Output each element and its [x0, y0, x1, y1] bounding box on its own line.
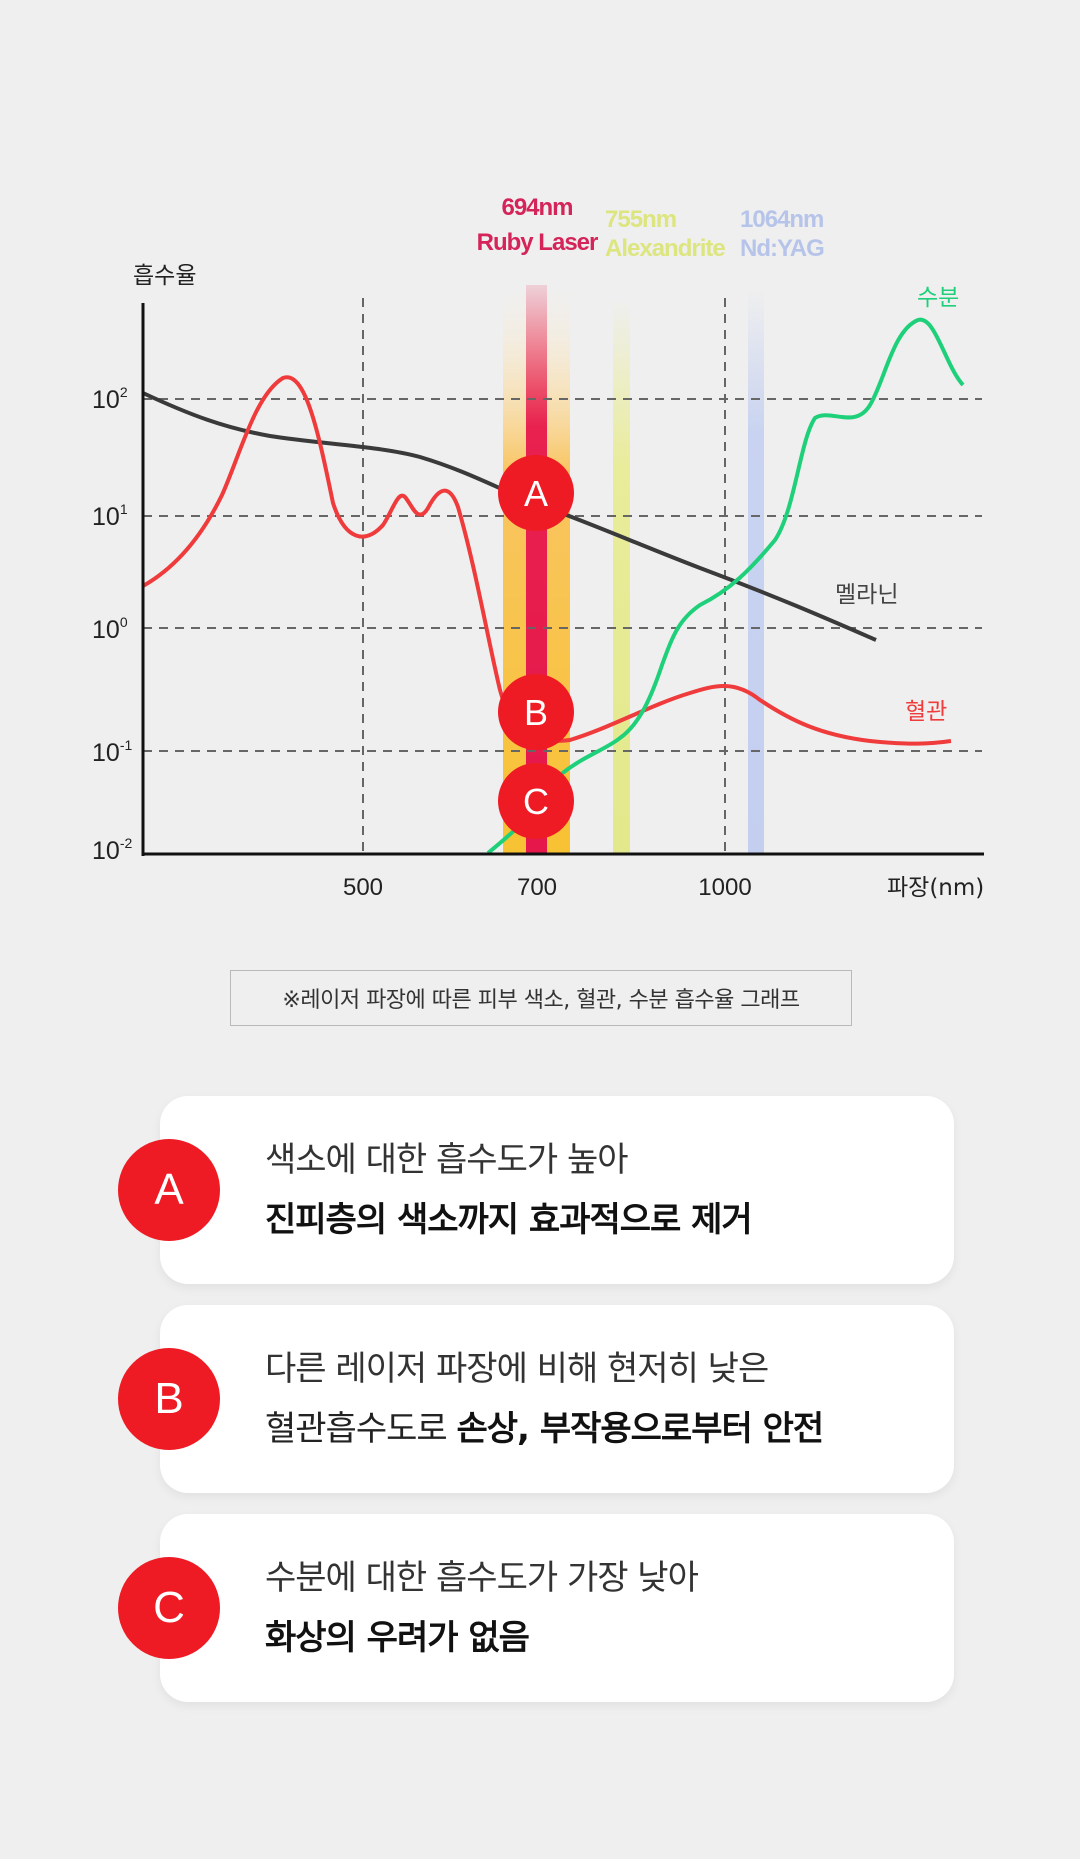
- info-card-c: 수분에 대한 흡수도가 가장 낮아 화상의 우려가 없음: [160, 1514, 954, 1702]
- series-melanin-line: [142, 391, 877, 642]
- badge-c: C: [118, 1557, 220, 1659]
- ndyag-band: [748, 290, 764, 855]
- card-a-line2-bold: 진피층의 색소까지 효과적으로 제거: [265, 1200, 753, 1240]
- info-card-b: 다른 레이저 파장에 비해 현저히 낮은 혈관흡수도로 손상, 부작용으로부터 …: [160, 1305, 954, 1493]
- absorption-chart: 흡수율 파장(nm) 102 101 100 10-1 10-2 500 700…: [92, 194, 984, 901]
- x-tick-label: 700: [517, 874, 557, 901]
- card-b-line1: 다른 레이저 파장에 비해 현저히 낮은: [265, 1349, 769, 1389]
- card-a-line2: 진피층의 색소까지 효과적으로 제거: [265, 1192, 753, 1241]
- x-axis-label: 파장(nm): [887, 875, 984, 901]
- card-c-line1: 수분에 대한 흡수도가 가장 낮아: [265, 1558, 699, 1598]
- card-a-line1: 색소에 대한 흡수도가 높아: [265, 1140, 629, 1180]
- series-blood-line: [142, 375, 952, 746]
- alexandrite-wavelength-label: 755nm: [605, 206, 676, 233]
- card-b-line2: 혈관흡수도로 손상, 부작용으로부터 안전: [265, 1401, 825, 1450]
- marker-b-label: B: [524, 692, 548, 733]
- card-c-line2-bold: 화상의 우려가 없음: [265, 1618, 530, 1658]
- badge-b: B: [118, 1348, 220, 1450]
- series-label-melanin: 멜라닌: [835, 582, 898, 608]
- chart-caption: ※레이저 파장에 따른 피부 색소, 혈관, 수분 흡수율 그래프: [230, 970, 852, 1026]
- alexandrite-band: [613, 300, 630, 855]
- y-axis-label: 흡수율: [133, 263, 196, 289]
- series-label-water: 수분: [917, 285, 959, 311]
- y-tick-label: 10-2: [92, 835, 132, 865]
- ruby-name-label: Ruby Laser: [477, 229, 598, 256]
- marker-a-label: A: [524, 473, 548, 514]
- y-tick-label: 10-1: [92, 737, 132, 767]
- series-label-blood: 혈관: [905, 699, 947, 725]
- marker-c: C: [498, 763, 574, 839]
- ndyag-name-label: Nd:YAG: [740, 235, 824, 262]
- y-tick-label: 100: [92, 614, 128, 644]
- y-tick-label: 102: [92, 384, 128, 414]
- card-c-line2: 화상의 우려가 없음: [265, 1610, 530, 1659]
- x-tick-label: 1000: [698, 874, 751, 901]
- card-b-line2-bold: 손상, 부작용으로부터 안전: [456, 1409, 825, 1449]
- series-water-line: [486, 317, 965, 855]
- x-tick-label: 500: [343, 874, 383, 901]
- badge-a: A: [118, 1139, 220, 1241]
- ruby-wavelength-label: 694nm: [501, 194, 572, 221]
- alexandrite-name-label: Alexandrite: [605, 235, 725, 262]
- y-tick-label: 101: [92, 501, 128, 531]
- ndyag-wavelength-label: 1064nm: [740, 206, 823, 233]
- marker-a: A: [498, 455, 574, 531]
- info-card-a: 색소에 대한 흡수도가 높아 진피층의 색소까지 효과적으로 제거: [160, 1096, 954, 1284]
- marker-c-label: C: [523, 781, 549, 822]
- card-b-line2-plain: 혈관흡수도로: [265, 1409, 457, 1449]
- marker-b: B: [498, 674, 574, 750]
